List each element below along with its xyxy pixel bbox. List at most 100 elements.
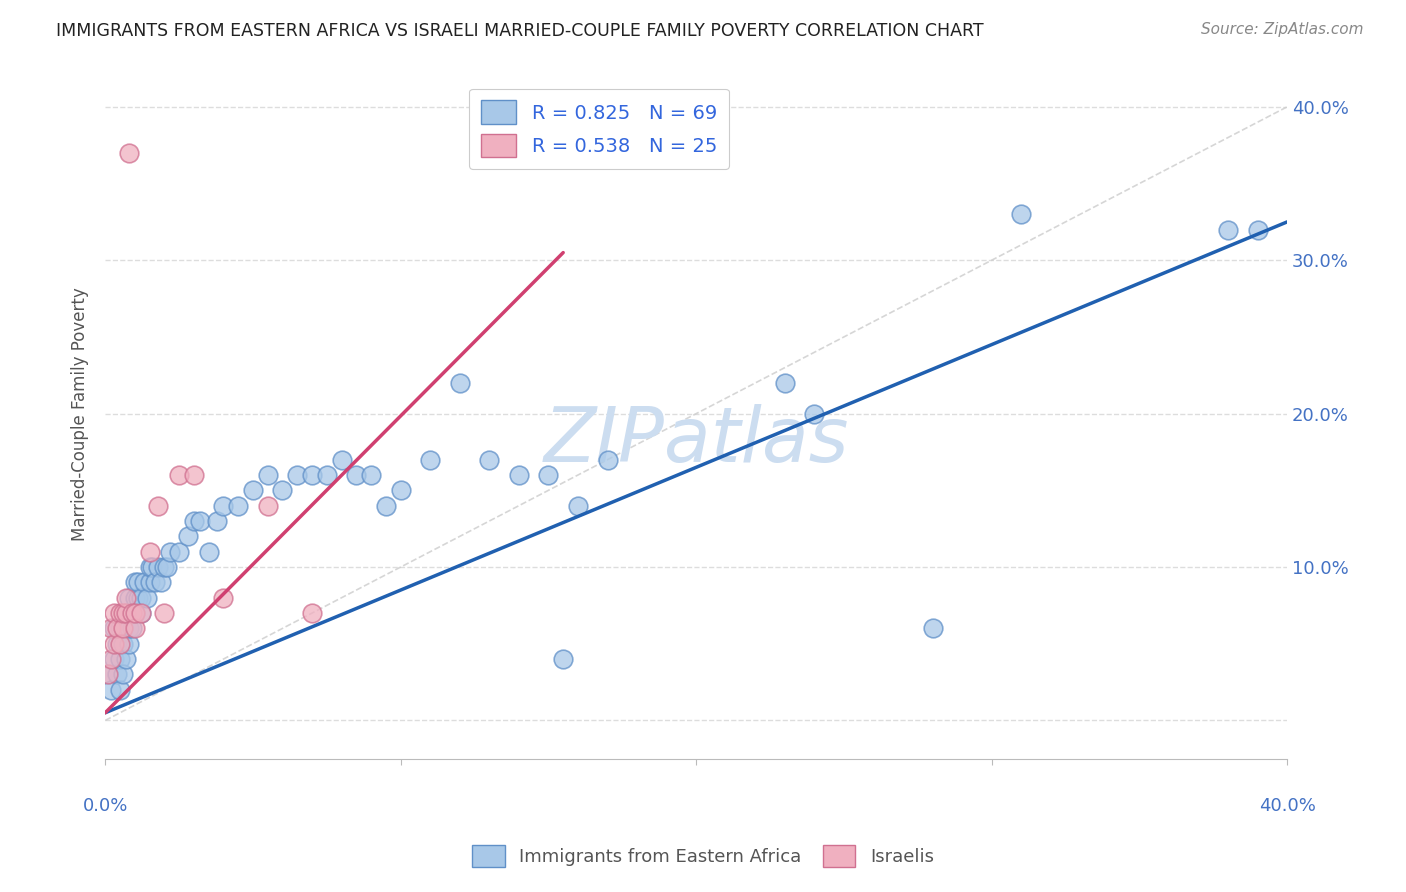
Point [1246,222,1268,236]
Point [127,591,149,605]
Point [108,682,131,697]
Point [803,407,825,421]
Text: 40.0%: 40.0% [1258,797,1316,814]
Point [389,483,412,498]
Point [103,652,125,666]
Point [478,452,501,467]
Point [141,560,163,574]
Point [124,621,146,635]
Point [167,545,190,559]
Point [124,591,146,605]
Point [537,468,560,483]
Point [103,606,125,620]
Point [115,652,138,666]
Point [129,606,152,620]
Point [188,514,211,528]
Point [177,529,200,543]
Point [105,667,128,681]
Point [103,637,125,651]
Text: ZIPatlas: ZIPatlas [544,404,849,478]
Point [135,591,157,605]
Point [121,606,143,620]
Point [115,606,138,620]
Point [212,591,235,605]
Point [156,560,179,574]
Point [167,468,190,483]
Point [183,514,205,528]
Point [374,499,396,513]
Point [100,621,122,635]
Point [330,452,353,467]
Point [921,621,943,635]
Point [127,575,149,590]
Point [108,621,131,635]
Point [1010,207,1032,221]
Point [132,575,155,590]
Text: Source: ZipAtlas.com: Source: ZipAtlas.com [1201,22,1364,37]
Point [242,483,264,498]
Point [150,575,173,590]
Point [129,606,152,620]
Point [449,376,471,390]
Point [108,606,131,620]
Point [360,468,382,483]
Point [121,606,143,620]
Point [138,575,160,590]
Point [118,637,141,651]
Point [197,545,219,559]
Point [212,499,235,513]
Point [153,606,176,620]
Point [183,468,205,483]
Point [100,652,122,666]
Point [118,145,141,160]
Point [97,667,120,681]
Point [315,468,337,483]
Point [115,606,138,620]
Point [115,591,138,605]
Point [118,621,141,635]
Point [301,606,323,620]
Point [271,483,294,498]
Point [108,637,131,651]
Point [344,468,367,483]
Point [105,621,128,635]
Point [256,468,278,483]
Point [148,560,170,574]
Point [121,621,143,635]
Text: 0.0%: 0.0% [83,797,128,814]
Point [301,468,323,483]
Point [226,499,249,513]
Point [97,667,120,681]
Point [124,606,146,620]
Text: IMMIGRANTS FROM EASTERN AFRICA VS ISRAELI MARRIED-COUPLE FAMILY POVERTY CORRELAT: IMMIGRANTS FROM EASTERN AFRICA VS ISRAEL… [56,22,984,40]
Point [124,575,146,590]
Point [153,560,176,574]
Point [111,606,134,620]
Point [159,545,181,559]
Point [596,452,619,467]
Point [129,591,152,605]
Point [1216,222,1239,236]
Point [108,652,131,666]
Point [111,621,134,635]
Point [138,545,160,559]
Point [148,499,170,513]
Point [256,499,278,513]
Point [207,514,229,528]
Point [105,637,128,651]
Point [111,667,134,681]
Point [567,499,589,513]
Point [111,637,134,651]
Point [773,376,796,390]
Point [124,606,146,620]
Legend: R = 0.825   N = 69, R = 0.538   N = 25: R = 0.825 N = 69, R = 0.538 N = 25 [470,88,728,169]
Legend: Immigrants from Eastern Africa, Israelis: Immigrants from Eastern Africa, Israelis [465,838,941,874]
Point [100,682,122,697]
Point [138,560,160,574]
Point [145,575,167,590]
Point [118,591,141,605]
Y-axis label: Married-Couple Family Poverty: Married-Couple Family Poverty [72,286,89,541]
Point [285,468,308,483]
Point [508,468,530,483]
Point [553,652,575,666]
